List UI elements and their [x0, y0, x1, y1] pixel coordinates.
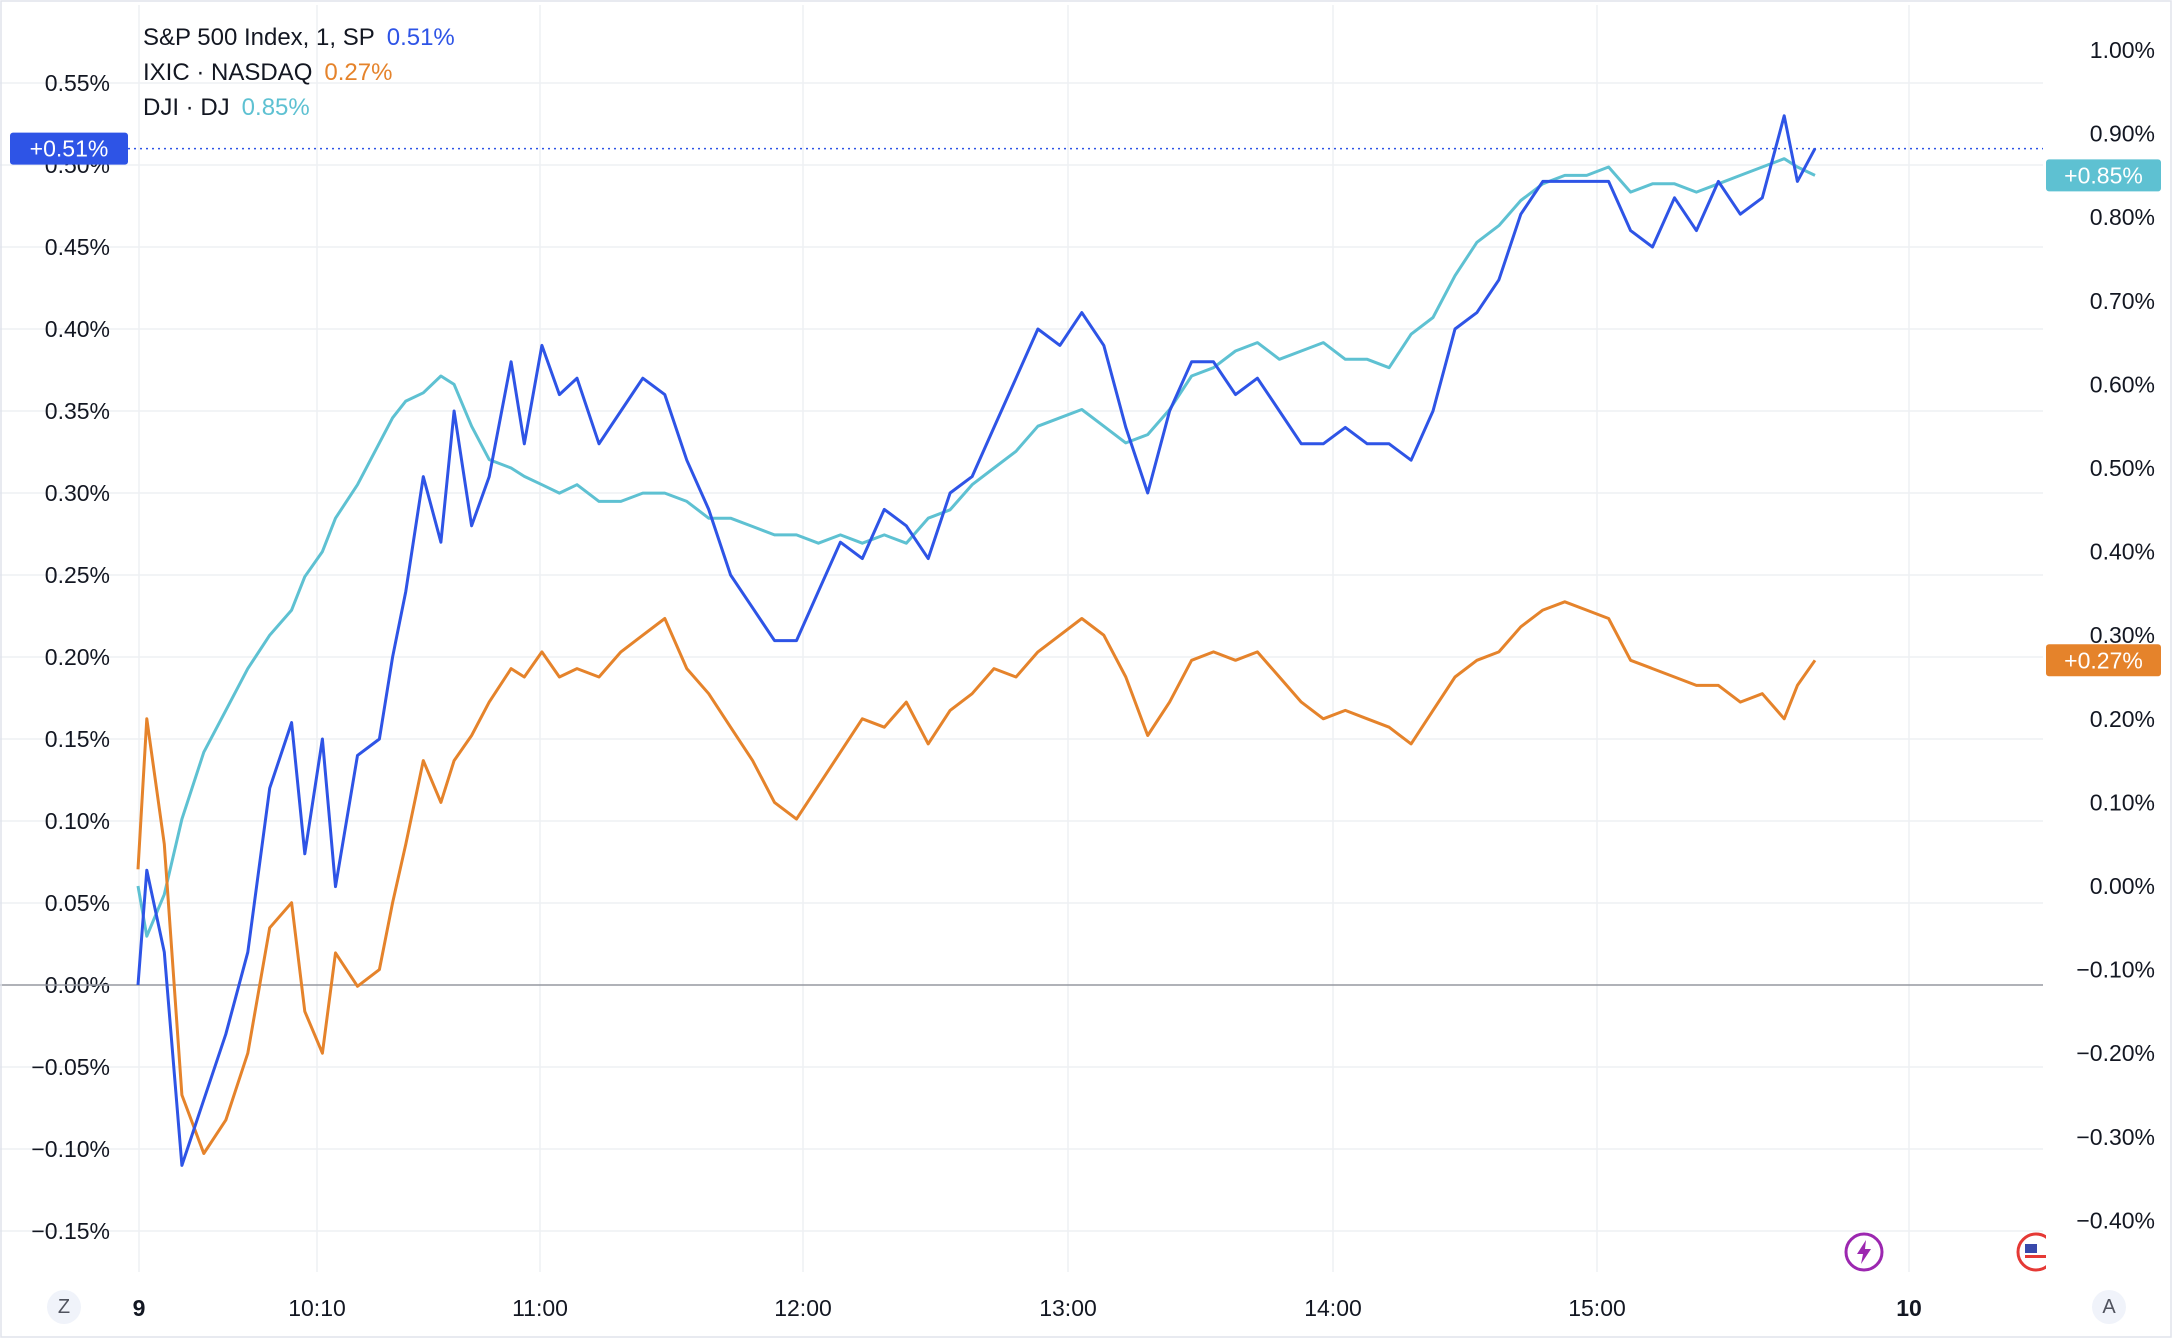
x-axis-tick-label: 10 — [1896, 1295, 1922, 1321]
left-axis-tick-label: 0.25% — [45, 562, 110, 588]
right-axis-tick-label: 0.80% — [2090, 204, 2155, 230]
left-axis-tick-label: −0.15% — [31, 1218, 110, 1244]
legend-value-sp500: 0.51% — [386, 24, 455, 51]
series-line-dji — [136, 157, 1816, 938]
left-axis-tick-label: 0.15% — [45, 726, 110, 752]
x-axis-tick-label: 12:00 — [774, 1295, 832, 1321]
legend-item-sp500[interactable]: S&P 500 Index, 1, SP 0.51% — [143, 20, 455, 55]
legend-value-dji: 0.85% — [241, 94, 310, 121]
right-axis-tick-label: 0.40% — [2090, 539, 2155, 565]
x-axis-tick-label: 13:00 — [1039, 1295, 1097, 1321]
right-axis-tick-label: 0.30% — [2090, 622, 2155, 648]
right-axis-tick-label: −0.20% — [2076, 1040, 2155, 1066]
dji-last-value-label-bg — [2046, 159, 2161, 192]
legend-label-sp500: S&P 500 Index, 1, SP — [143, 24, 375, 51]
right-axis-tick-label: 0.50% — [2090, 455, 2155, 481]
left-axis-tick-label: 0.40% — [45, 316, 110, 342]
x-axis-tick-label: 15:00 — [1568, 1295, 1626, 1321]
left-axis-tick-label: −0.05% — [31, 1054, 110, 1080]
series-line-sp500 — [136, 114, 1817, 1167]
x-axis-tick-label: 10:10 — [288, 1295, 346, 1321]
left-axis-tick-label: 0.10% — [45, 808, 110, 834]
right-axis-tick-label: 0.00% — [2090, 873, 2155, 899]
right-axis-tick-label: −0.30% — [2076, 1124, 2155, 1150]
left-axis-tick-label: −0.10% — [31, 1136, 110, 1162]
legend-value-ixic: 0.27% — [324, 59, 393, 86]
right-axis-tick-label: 0.20% — [2090, 706, 2155, 732]
lightning-icon[interactable] — [1844, 1232, 1884, 1272]
left-axis-tick-label: 0.20% — [45, 644, 110, 670]
timezone-button[interactable]: Z — [47, 1290, 81, 1324]
sp500-last-value-label: +0.51% — [30, 136, 109, 162]
dji-last-value-label: +0.85% — [2064, 162, 2143, 188]
series-line-ixic — [136, 600, 1817, 1155]
right-axis-tick-label: 0.10% — [2090, 789, 2155, 815]
x-axis-tick-label: 9 — [133, 1295, 146, 1321]
legend-item-ixic[interactable]: IXIC · NASDAQ 0.27% — [143, 55, 455, 90]
left-axis-tick-label: 0.30% — [45, 480, 110, 506]
legend-label-ixic: IXIC · NASDAQ — [143, 59, 313, 86]
left-axis-tick-label: 0.35% — [45, 398, 110, 424]
left-axis-tick-label: 0.55% — [45, 70, 110, 96]
right-axis-tick-label: 0.70% — [2090, 288, 2155, 314]
ixic-last-value-label-bg — [2046, 644, 2161, 677]
legend-label-dji: DJI · DJ — [143, 94, 230, 121]
x-axis-tick-label: 11:00 — [512, 1295, 568, 1321]
right-axis-tick-label: 1.00% — [2090, 37, 2155, 63]
right-axis-tick-label: −0.40% — [2076, 1207, 2155, 1233]
legend-item-dji[interactable]: DJI · DJ 0.85% — [143, 90, 455, 125]
ixic-last-value-label: +0.27% — [2064, 647, 2143, 673]
left-axis-tick-label: 0.45% — [45, 234, 110, 260]
left-axis-tick-label: 0.05% — [45, 890, 110, 916]
us-flag-icon[interactable] — [2016, 1232, 2046, 1272]
right-axis-tick-label: 0.60% — [2090, 371, 2155, 397]
right-axis-tick-label: 0.90% — [2090, 121, 2155, 147]
auto-scale-button[interactable]: A — [2092, 1290, 2126, 1324]
right-axis-tick-label: −0.10% — [2076, 957, 2155, 983]
x-axis-tick-label: 14:00 — [1304, 1295, 1362, 1321]
sp500-last-value-label-bg — [10, 132, 128, 165]
legend: S&P 500 Index, 1, SP 0.51% IXIC · NASDAQ 0… — [143, 20, 455, 125]
